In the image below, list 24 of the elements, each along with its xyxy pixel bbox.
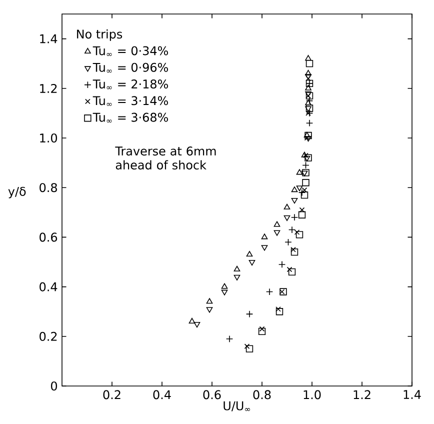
- legend-label: Tu$_{∞}$ = 3·68%: [92, 112, 168, 123]
- y-axis-title: y/δ: [8, 186, 26, 198]
- x-axis-title: U/U$_{∞}$: [224, 401, 250, 412]
- x-tick-label: 1.0: [304, 390, 321, 400]
- legend-label: Tu$_{∞}$ = 0·34%: [92, 46, 168, 56]
- x-tick-label: 0.8: [253, 390, 271, 400]
- legend-label: Tu$_{∞}$ = 2·18%: [92, 79, 168, 90]
- legend-title: No trips: [77, 29, 122, 41]
- y-tick-label: 0.4: [40, 282, 58, 292]
- y-tick-label: 0.6: [40, 232, 58, 242]
- legend-label: Tu$_{∞}$ = 0·96%: [92, 62, 168, 73]
- legend-label: Tu$_{∞}$ = 3·14%: [92, 96, 168, 106]
- y-tick-label: 0.8: [40, 183, 57, 192]
- y-tick-label: 1.4: [40, 34, 58, 44]
- x-tick-label: 1.2: [354, 390, 370, 400]
- x-tick-label: 0.2: [103, 390, 120, 400]
- y-tick-label: 1.2: [40, 84, 57, 93]
- y-tick-label: 1.0: [40, 133, 58, 143]
- y-tick-label: 0.2: [40, 332, 57, 341]
- x-tick-label: 0.4: [153, 390, 171, 400]
- x-tick-label: 0.6: [203, 390, 221, 400]
- y-tick-label: 0: [50, 381, 58, 391]
- annotation: Traverse at 6mm ahead of shock: [115, 146, 216, 170]
- x-tick-label: 1.4: [404, 390, 421, 399]
